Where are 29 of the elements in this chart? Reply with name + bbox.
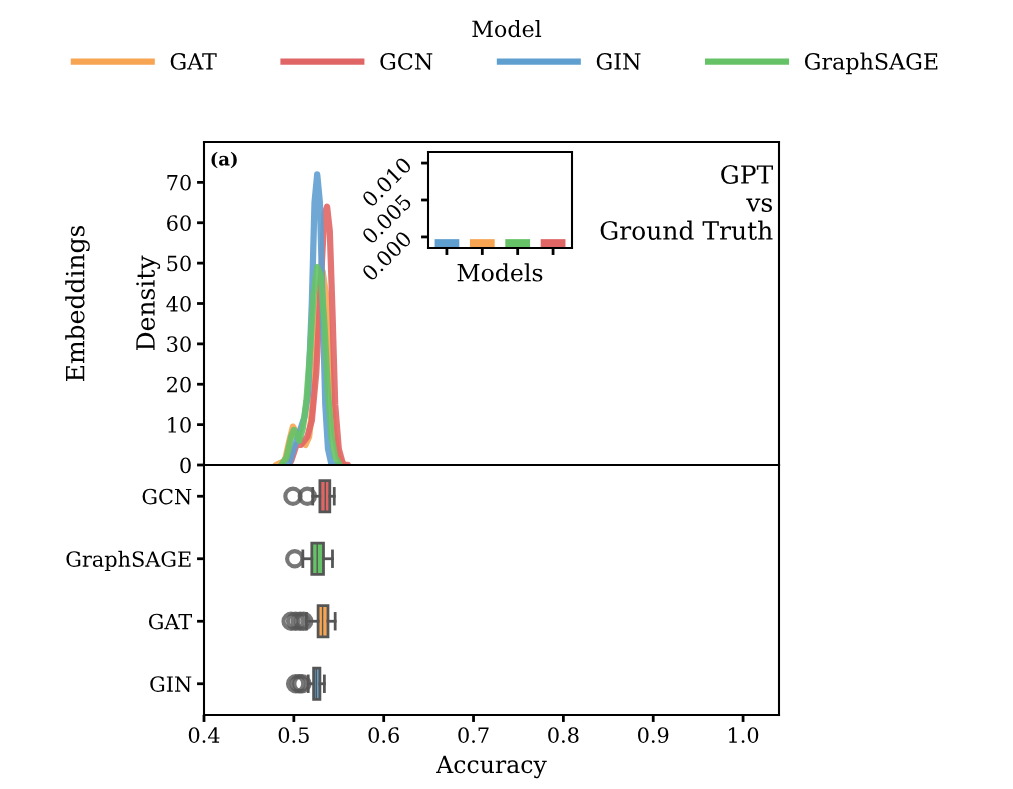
y-tick-label: 60 [167,215,191,231]
y-axis-title: Density [136,255,161,351]
text: Embeddings [65,225,90,381]
y-tick-label: GraphSAGE [66,550,191,571]
y-tick-label: GAT [148,613,192,630]
y-tick-label: 40 [166,295,191,312]
annotation: GPT vs Ground Truth [600,165,773,240]
legend-title: Model [472,20,542,38]
y-tick-label: 30 [167,336,191,353]
x-tick-label: 0.9 [638,727,669,743]
x-tick-label: 1.0 [729,727,759,743]
y-tick-label: 70 [167,174,191,191]
y-tick-label: GIN [150,676,192,692]
legend-label: GIN [596,53,641,70]
y-tick-label: 0 [180,457,191,474]
x-axis-title: Accuracy [436,755,547,779]
x-tick-label: 0.4 [188,727,220,743]
x-tick-label: 0.8 [548,727,579,743]
x-tick-label: 0.5 [278,727,309,743]
annotation: (a) [211,151,237,169]
x-axis-title: Models [457,263,543,282]
x-tick-label: 0.7 [458,727,489,743]
x-tick-label: 0.6 [368,727,399,743]
legend-label: GraphSAGE [804,52,938,75]
y-tick-label: 10 [168,417,191,433]
y-tick-label: GCN [142,488,192,505]
y-tick-label: 50 [167,255,191,272]
y-tick-label: 20 [167,376,191,393]
legend-label: GCN [380,53,433,70]
